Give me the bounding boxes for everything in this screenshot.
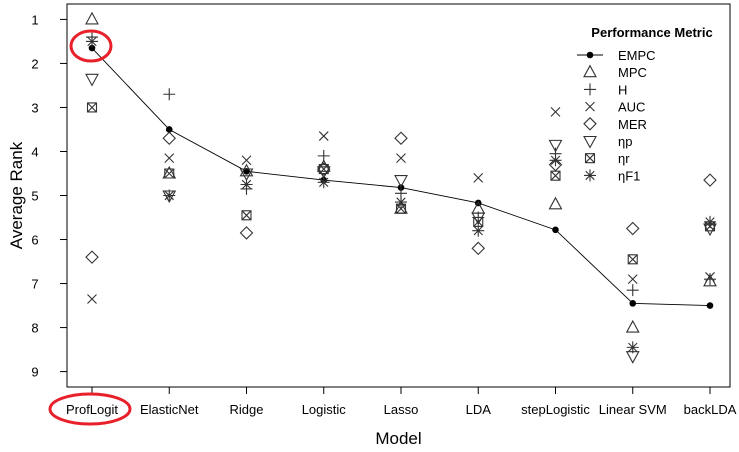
- y-tick-label: 2: [31, 56, 38, 71]
- y-tick-label: 4: [31, 144, 38, 159]
- data-point: [627, 274, 638, 285]
- data-point: [87, 294, 97, 304]
- data-point: [706, 302, 714, 309]
- legend-symbol: [585, 101, 595, 112]
- data-point: [241, 210, 252, 221]
- x-tick-label: Lasso: [384, 402, 419, 417]
- y-tick-label: 6: [31, 233, 38, 248]
- data-point: [243, 167, 250, 175]
- legend-label: H: [618, 82, 627, 97]
- data-point: [550, 170, 561, 181]
- legend-label: ηr: [618, 151, 630, 166]
- data-point: [549, 154, 562, 167]
- legend-symbol: [583, 117, 597, 131]
- x-tick-label: LDA: [466, 402, 492, 417]
- data-point: [705, 272, 715, 282]
- x-tick-label: backLDA: [684, 402, 737, 417]
- data-point: [626, 284, 639, 297]
- x-tick-label: stepLogistic: [521, 402, 590, 417]
- data-point: [629, 300, 637, 307]
- y-tick-label: 8: [31, 321, 38, 336]
- legend-symbol: [584, 169, 596, 182]
- legend: Performance Metric EMPC MPC H AUC MER ηp ηr ηF1: [577, 25, 713, 183]
- data-point: [472, 224, 485, 237]
- data-point: [473, 173, 484, 183]
- data-point: [85, 11, 99, 25]
- y-tick-label: 3: [31, 100, 38, 115]
- data-point: [165, 126, 173, 133]
- data-point: [552, 226, 559, 234]
- x-tick-label: Linear SVM: [599, 402, 667, 417]
- x-tick-label: Logistic: [302, 402, 347, 417]
- data-point: [473, 216, 484, 227]
- legend-label: ηF1: [618, 168, 640, 183]
- legend-label: MER: [618, 117, 647, 132]
- x-axis: ProfLogit ElasticNet Ridge Logistic Lasso LDA…: [66, 387, 737, 417]
- data-point: [471, 241, 486, 256]
- data-point: [550, 106, 561, 117]
- legend-symbol: [584, 153, 596, 164]
- legend-label: MPC: [618, 65, 647, 80]
- data-point: [394, 131, 408, 146]
- data-point: [704, 273, 716, 286]
- highlight-ellipse: [48, 392, 132, 426]
- data-point: [164, 168, 175, 179]
- data-point: [318, 164, 329, 175]
- data-point: [86, 35, 98, 48]
- legend-label: ηp: [618, 134, 632, 149]
- series-cross: [87, 106, 715, 304]
- legend-title: Performance Metric: [591, 25, 712, 40]
- data-point: [394, 175, 408, 188]
- x-tick-label: ElasticNet: [140, 402, 199, 417]
- data-point: [85, 250, 99, 264]
- data-point: [395, 196, 407, 209]
- y-axis-title: Average Rank: [7, 141, 26, 249]
- data-point: [317, 176, 330, 189]
- data-point: [163, 88, 176, 101]
- data-point: [318, 131, 329, 141]
- data-point: [548, 139, 563, 153]
- data-point: [396, 153, 406, 163]
- data-series: [85, 11, 717, 364]
- data-point: [239, 163, 254, 177]
- series-asterisk: [86, 35, 716, 354]
- data-point: [85, 73, 99, 87]
- data-point: [239, 168, 254, 182]
- data-point: [241, 155, 252, 166]
- x-tick-label: ProfLogit: [66, 402, 118, 417]
- data-point: [626, 341, 639, 354]
- data-point: [240, 178, 253, 191]
- data-point: [162, 131, 177, 146]
- legend-label: AUC: [618, 100, 645, 115]
- data-point: [625, 221, 640, 236]
- data-point: [88, 44, 96, 52]
- data-point: [703, 173, 717, 187]
- highlight-ellipse: [69, 29, 113, 63]
- data-point: [163, 189, 176, 202]
- data-point: [86, 102, 98, 113]
- y-tick-label: 9: [31, 365, 38, 380]
- data-point: [239, 226, 254, 240]
- data-point: [317, 149, 330, 162]
- data-point: [625, 319, 640, 333]
- y-tick-label: 1: [31, 12, 38, 27]
- x-axis-title: Model: [375, 429, 421, 448]
- y-tick-label: 7: [31, 277, 38, 292]
- annotations: [48, 29, 132, 426]
- data-point: [548, 196, 563, 210]
- legend-label: EMPC: [618, 48, 656, 63]
- x-tick-label: Ridge: [230, 402, 264, 417]
- legend-symbol: [586, 51, 594, 59]
- legend-symbol: [583, 64, 597, 78]
- y-tick-label: 5: [31, 189, 38, 204]
- legend-symbol: [584, 83, 596, 96]
- legend-symbol: [583, 135, 597, 149]
- data-point: [627, 254, 638, 265]
- data-point: [164, 153, 175, 163]
- y-axis: 1 2 3 4 5 6 7 8 9: [31, 12, 67, 380]
- data-point: [704, 215, 716, 228]
